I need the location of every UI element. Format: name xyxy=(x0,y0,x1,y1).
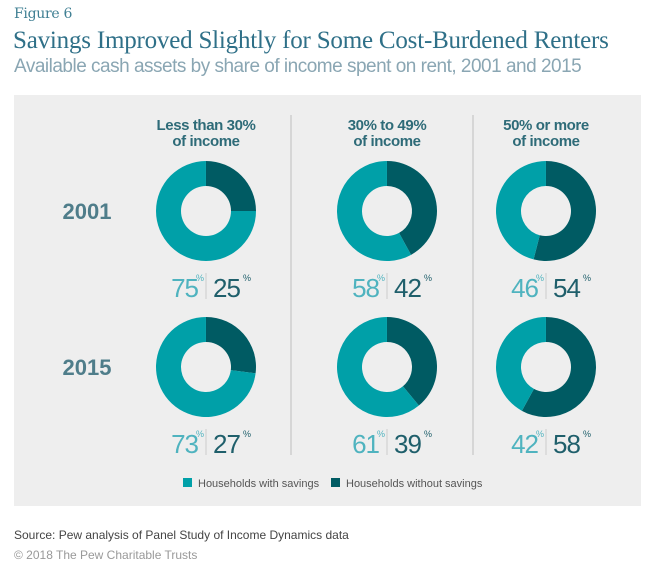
donut-slice-with-savings xyxy=(336,317,419,418)
percent-sign: % xyxy=(583,429,591,439)
column-header-line2: of income xyxy=(353,133,420,150)
donut-slice-without-savings xyxy=(533,161,596,261)
percent-sign: % xyxy=(536,273,544,283)
donut-slice-with-savings xyxy=(156,161,256,261)
donut-slice-with-savings xyxy=(495,317,546,411)
row-label-year: 2015 xyxy=(63,355,112,380)
legend-label-without-savings: Households without savings xyxy=(346,478,483,490)
copyright-note: © 2018 The Pew Charitable Trusts xyxy=(14,548,198,562)
value-label-with-savings: 58 xyxy=(352,273,379,303)
donut-slice-without-savings xyxy=(387,317,437,406)
row-label-year: 2001 xyxy=(63,199,112,224)
donut-slice-with-savings xyxy=(495,161,546,260)
donut-slice-without-savings xyxy=(206,161,256,211)
donut-slice-without-savings xyxy=(387,161,437,255)
percent-sign: % xyxy=(196,429,204,439)
source-note: Source: Pew analysis of Panel Study of I… xyxy=(14,528,349,542)
column-header-line2: of income xyxy=(512,133,579,150)
value-label-with-savings: 42 xyxy=(511,429,538,459)
value-label-with-savings: 73 xyxy=(171,429,198,459)
value-label-without-savings: 58 xyxy=(553,429,580,459)
chart-title: Savings Improved Slightly for Some Cost-… xyxy=(13,27,609,54)
percent-sign: % xyxy=(243,429,251,439)
value-label-without-savings: 39 xyxy=(394,429,421,459)
percent-sign: % xyxy=(377,273,385,283)
legend-swatch-without-savings xyxy=(331,478,340,487)
chart-subtitle: Available cash assets by share of income… xyxy=(14,56,582,77)
column-header-line1: 30% to 49% xyxy=(348,117,427,134)
donut-slice-without-savings xyxy=(206,316,256,374)
donut-slice-without-savings xyxy=(521,317,596,417)
legend-label-with-savings: Households with savings xyxy=(198,478,320,490)
column-header-line1: Less than 30% xyxy=(156,117,255,134)
percent-sign: % xyxy=(536,429,544,439)
column-header-line2: of income xyxy=(172,133,239,150)
value-label-without-savings: 27 xyxy=(213,429,240,459)
value-label-without-savings: 54 xyxy=(553,273,580,303)
value-label-without-savings: 25 xyxy=(213,273,240,303)
value-label-without-savings: 42 xyxy=(394,273,421,303)
value-label-with-savings: 75 xyxy=(171,273,198,303)
donut-slice-with-savings xyxy=(155,317,256,417)
legend-swatch-with-savings xyxy=(183,478,192,487)
percent-sign: % xyxy=(377,429,385,439)
percent-sign: % xyxy=(424,273,432,283)
percent-sign: % xyxy=(583,273,591,283)
value-label-with-savings: 61 xyxy=(352,429,379,459)
percent-sign: % xyxy=(196,273,204,283)
donut-slice-with-savings xyxy=(336,161,412,261)
percent-sign: % xyxy=(424,429,432,439)
column-header-line1: 50% or more xyxy=(503,117,589,134)
percent-sign: % xyxy=(243,273,251,283)
figure-label: Figure 6 xyxy=(14,6,73,22)
value-label-with-savings: 46 xyxy=(511,273,538,303)
